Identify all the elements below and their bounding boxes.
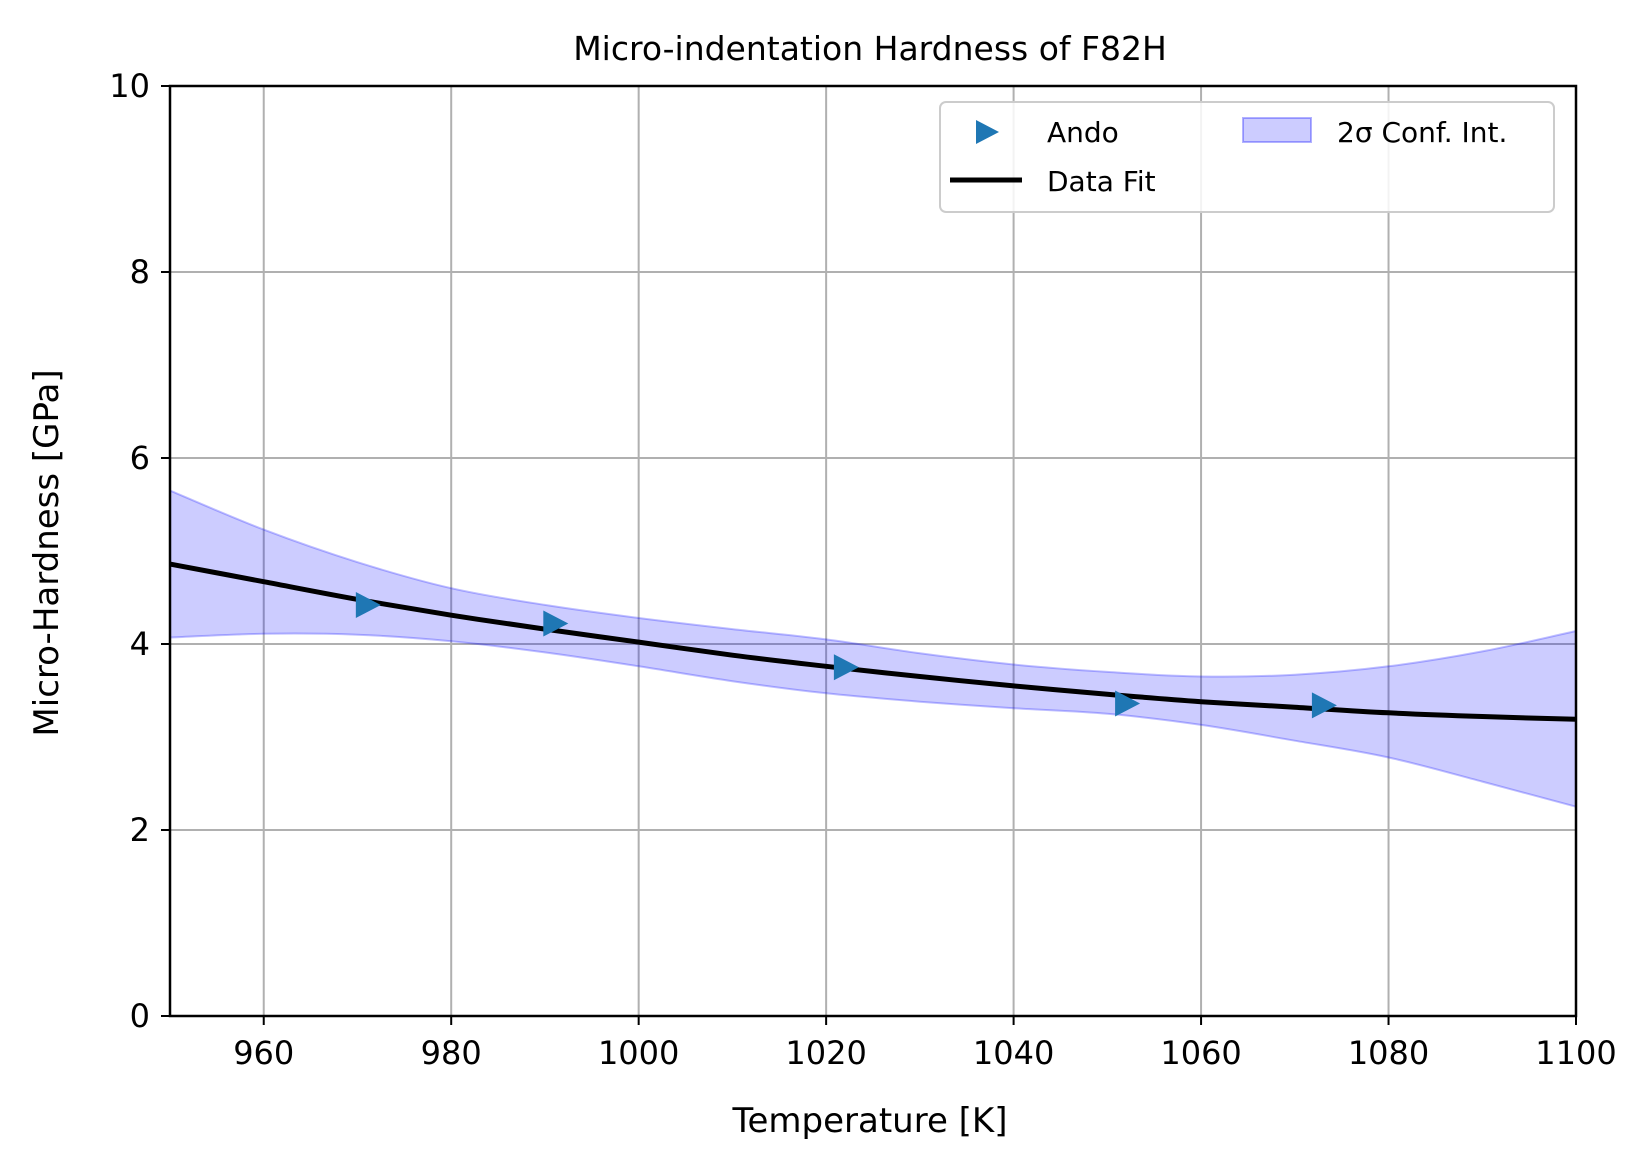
x-tick-label-0: 960	[233, 1034, 294, 1072]
ando-point-3	[1115, 690, 1141, 717]
legend: Ando Data Fit 2σ Conf. Int.	[939, 101, 1555, 213]
confidence-band-area	[169, 489, 1577, 809]
x-tick-label-4: 1040	[973, 1034, 1054, 1072]
chart-title: Micro-indentation Hardness of F82H	[573, 29, 1167, 68]
ando-points	[355, 591, 1337, 719]
y-axis-ticks: 0 2 4 6 8 10	[109, 67, 170, 1035]
y-tick-label-1: 2	[130, 811, 150, 849]
legend-ando-label: Ando	[1047, 116, 1119, 149]
data-fit-line	[169, 561, 1577, 722]
y-tick-label-4: 8	[130, 253, 150, 291]
ando-point-2	[833, 654, 859, 681]
legend-fit-label: Data Fit	[1047, 165, 1156, 198]
legend-frame	[939, 101, 1555, 213]
legend-ando-marker	[976, 120, 999, 144]
x-tick-label-2: 1000	[598, 1034, 679, 1072]
x-tick-label-3: 1020	[785, 1034, 866, 1072]
y-tick-label-5: 10	[109, 67, 150, 105]
y-tick-label-0: 0	[130, 997, 150, 1035]
y-tick-label-3: 6	[130, 439, 150, 477]
y-tick-label-2: 4	[130, 625, 150, 663]
x-tick-label-1: 980	[421, 1034, 482, 1072]
ando-point-0	[355, 591, 381, 618]
x-axis-label: Temperature [K]	[731, 1101, 1007, 1141]
x-tick-label-7: 1100	[1535, 1034, 1616, 1072]
ando-point-4	[1311, 692, 1337, 719]
x-tick-label-6: 1080	[1348, 1034, 1429, 1072]
data-fit-path	[169, 561, 1577, 722]
confidence-band	[169, 489, 1577, 809]
ando-point-1	[543, 610, 569, 637]
grid	[170, 85, 1577, 1017]
x-axis-ticks: 960 980 1000 1020 1040 1060 1080 1100	[233, 1016, 1617, 1072]
legend-band-swatch	[1242, 117, 1312, 143]
x-tick-label-5: 1060	[1160, 1034, 1241, 1072]
legend-band-label: 2σ Conf. Int.	[1337, 116, 1507, 149]
y-axis-label: Micro-Hardness [GPa]	[27, 369, 67, 736]
plot-frame	[168, 84, 1578, 1018]
